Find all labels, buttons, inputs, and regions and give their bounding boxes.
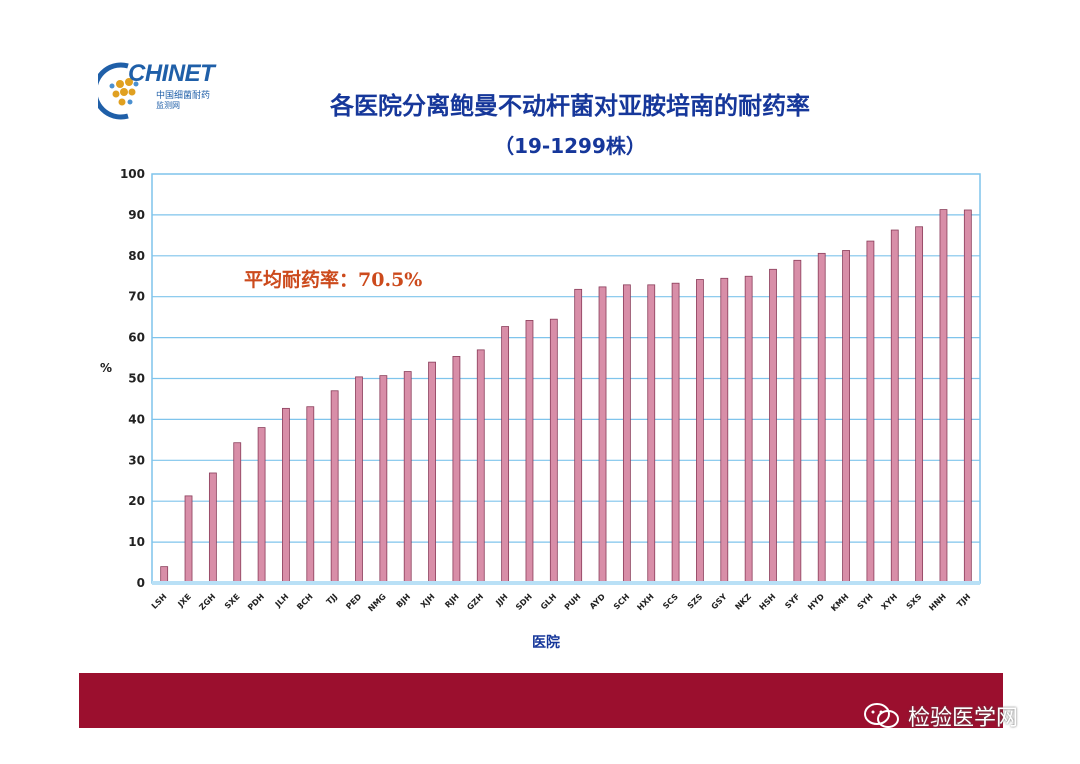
x-tick-label: ZGH [197,592,217,612]
x-tick-label: GZH [465,592,485,612]
bar-zgh [208,472,217,584]
bar-nmg [379,375,388,584]
chart-title: 各医院分离鲍曼不动杆菌对亚胺培南的耐药率 [330,92,810,120]
x-tick-label: TJJ [325,592,339,606]
grid-lines [152,214,980,543]
bar-puh [574,288,583,584]
bar-scs [671,282,680,584]
x-tick-label: BJH [395,592,413,610]
chart-subtitle: （19-1299株） [494,134,646,158]
x-tick-label: SCH [612,592,631,611]
x-tick-label: SCS [661,592,680,611]
x-tick-label: SYH [856,592,875,611]
bar-hnh [939,209,948,584]
bar-jjh [501,326,510,584]
bar-bjh [403,371,412,584]
x-tick-label: RJH [443,592,461,610]
x-tick-label: GSY [710,592,729,611]
bar-nkz [744,275,753,584]
bar-syf [793,259,802,584]
x-tick-label: SXS [905,592,924,611]
y-tick-label: 40 [128,412,145,426]
bar-ped [355,376,363,584]
y-tick-label: 50 [128,372,145,386]
x-tick-label: JLH [273,592,291,610]
x-tick-label: SDH [514,592,534,612]
y-tick-label: 30 [128,453,145,467]
bar-ayd [598,286,607,584]
bar-gzh [476,349,485,584]
bars [160,209,972,584]
y-tick-label: 60 [128,331,145,345]
bar-hyd [817,252,826,584]
y-tick-label: 100 [120,167,145,181]
x-tick-label: LSH [150,592,169,611]
y-tick-label: 20 [128,494,145,508]
bar-jxe [184,495,193,584]
x-tick-label: XYH [880,592,900,612]
x-tick-label: HYD [806,592,826,612]
bar-bch [306,406,315,584]
x-tick-label: NKZ [733,592,753,612]
x-tick-label: TJH [955,592,972,609]
x-tick-label: BCH [295,592,315,612]
bar-sch [622,284,631,584]
bar-lsh [160,566,169,584]
y-tick-label: 70 [128,290,145,304]
x-tick-label: XJH [419,592,437,610]
x-tick-label: HSH [758,592,778,612]
y-tick-label: 80 [128,249,145,263]
x-tick-label: JXE [176,592,193,609]
y-axis-label: % [100,361,112,375]
bar-kmh [842,250,850,584]
bar-gsy [720,277,729,584]
bar-glh [549,318,558,584]
x-tick-label: HNH [927,592,948,613]
bar-pdh [257,427,266,584]
y-tick-label: 0 [137,576,145,590]
x-tick-label: SXE [223,592,242,611]
wechat-icon [864,703,899,728]
bar-rjh [452,356,461,584]
logo-wordmark: CHINET [128,60,215,87]
y-tick-labels: 0 10 20 30 40 50 60 70 80 90 100 [120,167,145,590]
x-tick-label: PUH [563,592,583,612]
bar-szs [696,279,704,584]
y-tick-label: 90 [128,208,145,222]
bar-tjh [963,209,972,584]
x-tick-label: NMG [366,592,387,613]
watermark: 检验医学网 [862,702,1019,731]
bar-syh [866,240,875,584]
x-tick-label: SYF [783,592,801,610]
x-tick-label: KMH [829,592,850,613]
x-tick-label: PED [344,592,363,611]
bar-hsh [769,268,777,584]
bar-hxh [647,284,656,584]
x-tick-label: HXH [635,592,655,612]
x-tick-label: PDH [246,592,266,612]
bar-jlh [282,407,290,584]
x-tick-label: JJH [494,592,510,608]
x-tick-label: SZS [686,592,705,611]
watermark-text: 检验医学网 [908,706,1019,731]
bar-xjh [428,361,436,584]
bar-sdh [525,320,534,584]
average-resistance-annotation: 平均耐药率：70.5% [244,269,423,291]
footer-bar [79,673,1003,728]
x-tick-labels: LSH JXE ZGH SXE PDH JLH BCH TJJ PED NMG BJH XJH RJH G… [150,592,972,614]
logo-subtitle: 中国细菌耐药 [156,91,211,101]
chinet-logo [98,62,139,120]
x-tick-label: GLH [539,592,558,611]
bar-xyh [890,229,899,584]
x-axis-label: 医院 [532,634,560,651]
bar-sxs [915,226,924,584]
logo-subtitle-2: 监测网 [156,101,180,110]
bar-tjj [330,390,339,584]
bar-sxe [233,442,242,584]
x-tick-label: AYD [588,592,607,611]
y-tick-label: 10 [128,535,145,549]
